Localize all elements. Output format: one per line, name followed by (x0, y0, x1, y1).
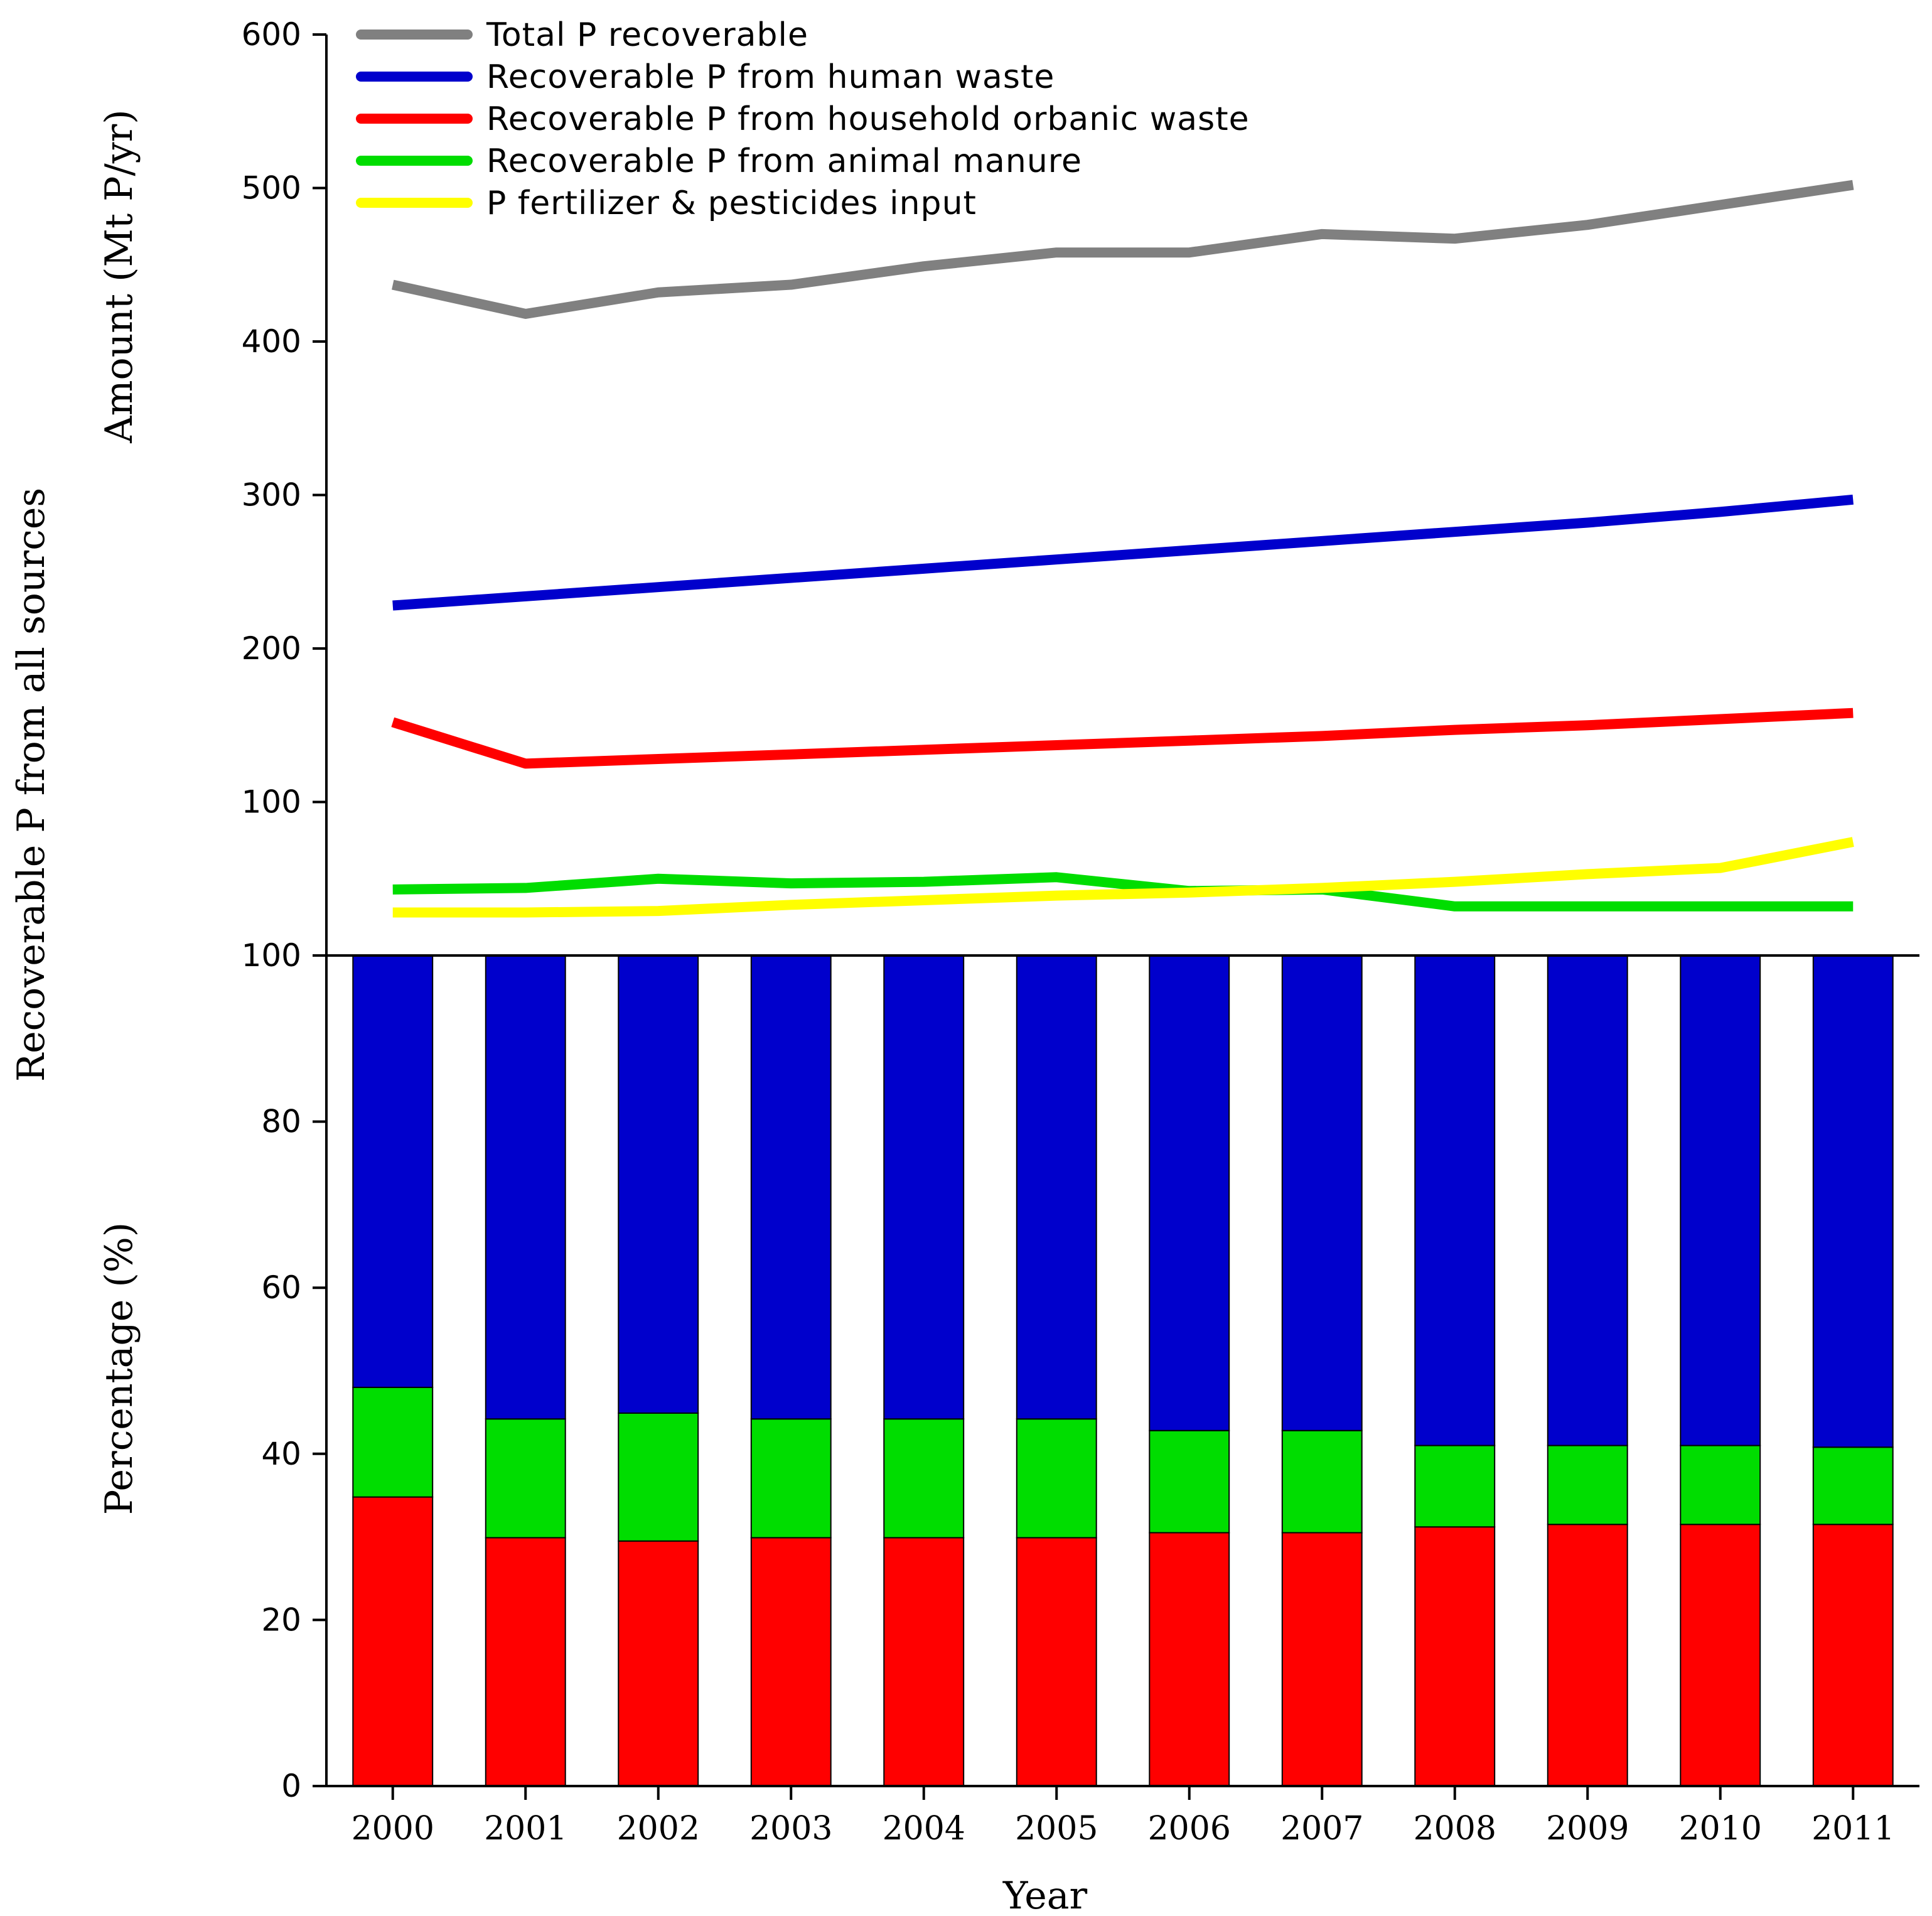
bar-2007-0 (1281, 1532, 1363, 1787)
legend: Total P recoverable Recoverable P from hu… (356, 16, 1250, 222)
bottom-y-tick-label: 80 (261, 1104, 301, 1140)
legend-label-2: Recoverable P from household orbanic was… (486, 100, 1250, 138)
bar-2010-2 (1680, 955, 1761, 1446)
shared-y-axis-title: Recoverable P from all sources (9, 488, 53, 1082)
top-y-axis-title: Amount (Mt P/yr) (97, 109, 141, 443)
x-tick-label-2007: 2007 (1280, 1810, 1363, 1848)
top-y-tick-label: 200 (242, 630, 301, 667)
bar-2003-1 (750, 1418, 832, 1539)
bar-2000-0 (352, 1496, 434, 1787)
bottom-y-tick-label: 40 (261, 1436, 301, 1472)
legend-label-1: Recoverable P from human waste (486, 58, 1055, 96)
x-tick-label-2008: 2008 (1414, 1810, 1496, 1848)
bar-2000-1 (352, 1386, 434, 1498)
line-series (391, 180, 1854, 918)
x-tick-label-2010: 2010 (1679, 1810, 1762, 1848)
bar-2009-1 (1547, 1445, 1628, 1526)
bottom-y-tick-label: 20 (261, 1601, 301, 1638)
bar-2011-2 (1812, 955, 1894, 1448)
bar-2008-1 (1414, 1445, 1496, 1528)
stacked-bars (352, 955, 1894, 1787)
bar-2011-0 (1812, 1524, 1894, 1787)
bar-2003-0 (750, 1537, 832, 1787)
legend-label-0: Total P recoverable (486, 16, 808, 54)
bar-2008-2 (1414, 955, 1496, 1446)
bar-2007-2 (1281, 955, 1363, 1431)
line-series-4 (392, 837, 1854, 918)
bar-2006-2 (1149, 955, 1230, 1431)
bar-2011-1 (1812, 1446, 1894, 1526)
top-y-tick-label: 400 (242, 323, 301, 360)
bar-2004-2 (883, 955, 965, 1420)
bar-2003-2 (750, 955, 832, 1420)
x-tick-label-2005: 2005 (1015, 1810, 1098, 1848)
x-tick-label-2004: 2004 (883, 1810, 965, 1848)
bar-2008-0 (1414, 1526, 1496, 1787)
x-tick-label-2003: 2003 (749, 1810, 832, 1848)
bar-2001-1 (485, 1418, 566, 1539)
bar-2009-0 (1547, 1524, 1628, 1787)
x-tick-label-2006: 2006 (1148, 1810, 1231, 1848)
legend-label-4: P fertilizer & pesticides input (486, 185, 977, 222)
bottom-y-tick-label: 100 (242, 937, 301, 974)
x-axis-title: Year (1002, 1874, 1088, 1916)
x-tick-label-2000: 2000 (352, 1810, 434, 1848)
bar-2005-1 (1016, 1418, 1097, 1539)
bar-2002-2 (618, 955, 699, 1414)
axes: 100 200 300 400 500 600 0 20 40 60 80 100 2000 2001 20… (242, 16, 1919, 1848)
bottom-y-tick-label: 60 (261, 1269, 301, 1306)
bar-2001-2 (485, 955, 566, 1420)
bar-2009-2 (1547, 955, 1628, 1446)
top-y-tick-label: 500 (242, 170, 301, 207)
bar-2002-0 (618, 1540, 699, 1787)
line-series-1 (392, 494, 1854, 611)
line-series-0 (392, 180, 1854, 319)
bar-2001-0 (485, 1537, 566, 1787)
top-y-tick-label: 100 (242, 784, 301, 821)
x-tick-label-2009: 2009 (1546, 1810, 1629, 1848)
x-tick-label-2001: 2001 (484, 1810, 567, 1848)
x-tick-label-2002: 2002 (617, 1810, 700, 1848)
bar-2000-2 (352, 955, 434, 1388)
top-y-tick-label: 300 (242, 477, 301, 514)
bar-2002-1 (618, 1412, 699, 1542)
bar-2005-2 (1016, 955, 1097, 1420)
x-tick-label-2011: 2011 (1811, 1810, 1894, 1848)
bar-2010-1 (1680, 1445, 1761, 1526)
bottom-y-axis-title: Percentage (%) (97, 1222, 141, 1515)
bar-2006-0 (1149, 1532, 1230, 1787)
bar-2004-0 (883, 1537, 965, 1787)
bar-2007-1 (1281, 1429, 1363, 1534)
bar-2006-1 (1149, 1429, 1230, 1534)
bottom-y-tick-label: 0 (281, 1768, 301, 1804)
bar-2010-0 (1680, 1524, 1761, 1787)
top-y-tick-label: 600 (242, 16, 301, 53)
line-series-2 (391, 708, 1854, 769)
line-series-3 (392, 872, 1854, 912)
bar-2004-1 (883, 1418, 965, 1539)
bar-2005-0 (1016, 1537, 1097, 1787)
legend-label-3: Recoverable P from animal manure (486, 143, 1082, 180)
